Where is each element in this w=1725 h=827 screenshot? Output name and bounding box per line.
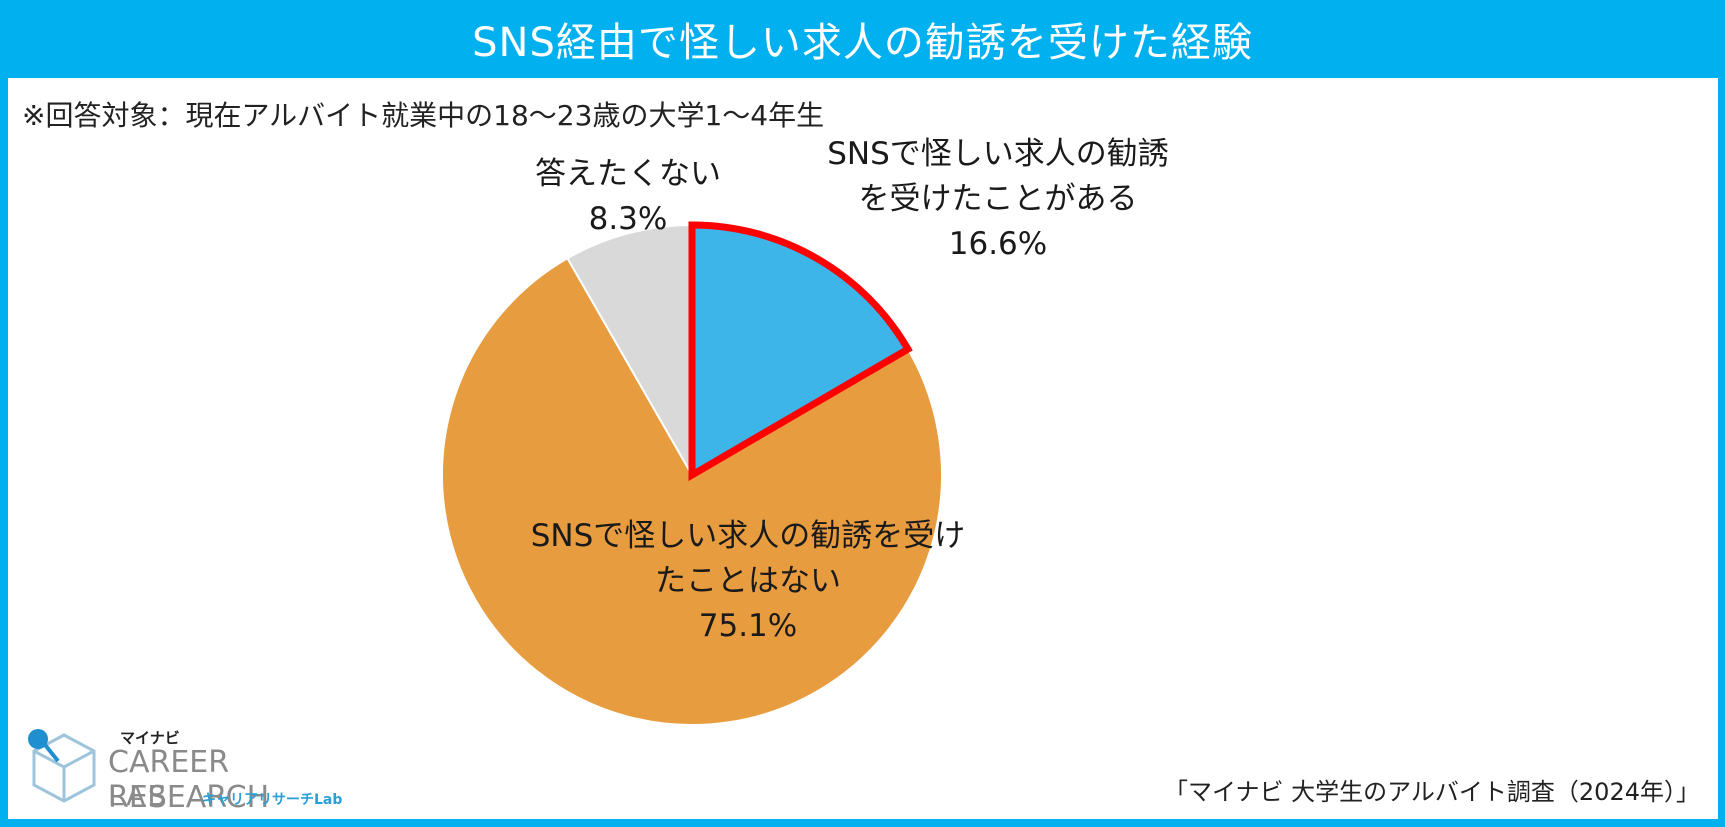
career-research-lab-logo: マイナビ CAREER RESEARCH LAB キャリアリサーチLab	[24, 723, 384, 815]
pie-slice-no	[440, 256, 943, 726]
logo-kana-text: キャリアリサーチLab	[202, 792, 343, 808]
slice-label-decline-line1: 答えたくない	[535, 156, 721, 192]
pie-slice-yes	[688, 221, 913, 482]
chart-title-bar: SNS経由で怪しい求人の勧誘を受けた経験	[0, 0, 1725, 78]
slice-label-yes-line1: SNSで怪しい求人の勧誘	[827, 136, 1169, 172]
slice-value-no: 75.1%	[698, 608, 798, 644]
chart-panel: ※回答対象：現在アルバイト就業中の18～23歳の大学1～4年生 SNSで怪しい求…	[8, 78, 1718, 819]
cube-logo-icon	[28, 729, 96, 803]
pie-slice-decline	[566, 223, 693, 479]
slice-value-decline: 8.3%	[588, 201, 668, 237]
slice-label-no-line2: たことはない	[655, 563, 841, 599]
slice-label-yes: SNSで怪しい求人の勧誘 を受けたことがある 16.6%	[778, 132, 1218, 267]
pie-chart	[440, 221, 943, 726]
logo-lab-text: LAB	[108, 779, 169, 812]
slice-label-yes-line2: を受けたことがある	[858, 181, 1138, 217]
slice-value-yes: 16.6%	[948, 226, 1048, 262]
logo-mynavi-text: マイナビ	[120, 729, 180, 747]
slice-label-decline: 答えたくない 8.3%	[508, 152, 748, 242]
logo-main-text: CAREER RESEARCH	[108, 745, 270, 815]
respondent-note: ※回答対象：現在アルバイト就業中の18～23歳の大学1～4年生	[22, 99, 825, 132]
slice-label-no-line1: SNSで怪しい求人の勧誘を受け	[530, 518, 966, 554]
chart-title: SNS経由で怪しい求人の勧誘を受けた経験	[472, 20, 1253, 66]
source-citation: 「マイナビ 大学生のアルバイト調査（2024年）」	[1164, 778, 1700, 806]
slice-label-no: SNSで怪しい求人の勧誘を受け たことはない 75.1%	[488, 514, 1008, 649]
